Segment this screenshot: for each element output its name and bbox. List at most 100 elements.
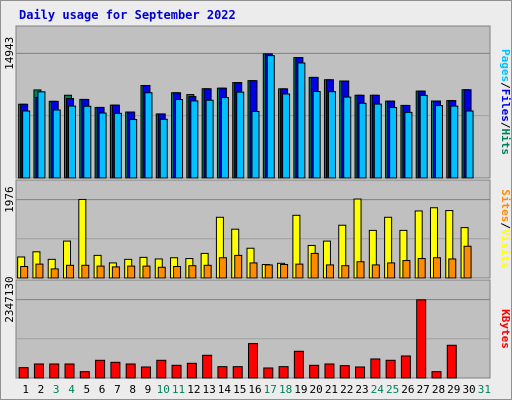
y-max-label: 14943: [3, 37, 16, 70]
label-hits: Hits: [499, 129, 512, 156]
x-tick-label-day-12: 12: [187, 383, 200, 396]
bar-sites-day-10: [157, 266, 166, 279]
chart-title: Daily usage for September 2022: [19, 8, 236, 22]
bar-kbytes-day-10: [156, 359, 167, 379]
bar-sites-day-6: [96, 265, 105, 279]
bar-sites-day-16: [249, 262, 258, 279]
bar-sites-day-21: [325, 264, 334, 279]
x-tick-label-day-21: 21: [325, 383, 338, 396]
bar-sites-day-5: [81, 264, 90, 279]
bar-sites-day-18: [280, 264, 289, 279]
bar-kbytes-day-18: [278, 366, 289, 379]
bar-sites-day-14: [218, 257, 227, 279]
bar-sites-day-27: [417, 258, 426, 279]
x-tick-label-day-20: 20: [310, 383, 323, 396]
x-tick-label-day-24: 24: [371, 383, 385, 396]
bar-sites-day-7: [111, 266, 120, 279]
bar-kbytes-day-29: [446, 344, 457, 379]
bar-sites-day-2: [35, 263, 44, 279]
label-separator: /: [499, 222, 512, 229]
bar-sites-day-26: [402, 260, 411, 279]
bar-kbytes-day-11: [171, 364, 182, 379]
bar-sites-day-30: [463, 245, 472, 279]
x-tick-label-day-11: 11: [172, 383, 185, 396]
bar-pages-day-15: [236, 91, 245, 179]
x-tick-label-day-8: 8: [129, 383, 136, 396]
x-tick-label-day-31: 31: [478, 383, 491, 396]
bar-kbytes-day-13: [202, 354, 213, 379]
x-tick-label-day-1: 1: [22, 383, 29, 396]
bar-kbytes-day-4: [64, 363, 75, 379]
bar-pages-day-24: [373, 103, 382, 179]
label-kbytes: KBytes: [499, 309, 512, 349]
bar-pages-day-5: [83, 105, 92, 179]
x-axis-labels: 1 2 3 4 5 6 7 8 9 10 11 12 13 14 15 16 17 18 19 20 21 22 23 24 2…: [22, 383, 491, 396]
bar-kbytes-day-16: [248, 343, 258, 379]
bar-pages-day-23: [358, 102, 367, 179]
bar-pages-day-12: [190, 100, 199, 179]
kbytes-panel: 2347130 KBytes: [3, 276, 512, 379]
bar-kbytes-day-25: [385, 359, 396, 379]
bar-pages-day-11: [175, 99, 184, 179]
bar-pages-day-4: [68, 105, 77, 179]
bar-pages-day-21: [327, 91, 336, 179]
x-tick-label-day-3: 3: [53, 383, 60, 396]
series-axis-label: Pages/Files/Hits: [499, 49, 512, 155]
x-tick-label-day-27: 27: [417, 383, 430, 396]
bar-pages-day-2: [37, 91, 46, 179]
label-separator: /: [499, 122, 512, 129]
label-sites: Sites: [499, 189, 512, 222]
bar-sites-day-22: [341, 265, 350, 279]
bar-pages-day-1: [22, 110, 31, 179]
bar-kbytes-day-7: [110, 361, 121, 379]
bar-pages-day-3: [52, 109, 61, 179]
x-tick-label-day-2: 2: [38, 383, 45, 396]
bar-kbytes-day-27: [416, 299, 427, 379]
x-tick-label-day-30: 30: [462, 383, 475, 396]
bar-sites-day-13: [203, 264, 212, 279]
bar-pages-day-17: [266, 55, 275, 179]
bar-kbytes-day-20: [309, 364, 320, 379]
bar-kbytes-day-3: [49, 363, 60, 379]
bar-sites-day-28: [432, 257, 441, 279]
bar-pages-day-10: [159, 118, 168, 179]
x-tick-label-day-29: 29: [447, 383, 460, 396]
bar-sites-day-23: [356, 261, 365, 279]
series-axis-label: KBytes: [499, 309, 512, 349]
x-tick-label-day-26: 26: [401, 383, 414, 396]
bar-sites-day-3: [50, 268, 59, 279]
bar-pages-day-20: [312, 91, 321, 179]
bar-pages-day-26: [404, 111, 413, 179]
x-tick-label-day-17: 17: [264, 383, 277, 396]
x-tick-label-day-9: 9: [145, 383, 152, 396]
series-axis-label: Sites/Visits: [499, 189, 512, 269]
y-max-label: 2347130: [3, 276, 16, 322]
bar-kbytes-day-26: [400, 355, 411, 379]
x-tick-label-day-28: 28: [432, 383, 445, 396]
x-tick-label-day-16: 16: [248, 383, 261, 396]
x-tick-label-day-18: 18: [279, 383, 292, 396]
bar-kbytes-day-22: [339, 365, 350, 379]
hits-panel: 14943 Pages/Files/Hits: [3, 25, 512, 179]
bar-pages-day-6: [98, 112, 107, 179]
x-tick-label-day-23: 23: [355, 383, 368, 396]
bar-sites-day-1: [20, 265, 29, 279]
bar-pages-day-8: [129, 119, 138, 179]
bar-pages-day-30: [465, 110, 474, 179]
bar-pages-day-28: [434, 105, 443, 179]
bar-kbytes-day-2: [33, 363, 44, 379]
label-separator: /: [499, 82, 512, 89]
bar-kbytes-day-5: [79, 371, 90, 379]
bar-pages-day-16: [251, 110, 260, 179]
bar-sites-day-19: [295, 263, 304, 279]
bar-kbytes-day-12: [186, 362, 197, 379]
bar-pages-day-27: [419, 94, 428, 179]
bar-kbytes-day-28: [431, 371, 442, 379]
x-tick-label-day-13: 13: [203, 383, 216, 396]
label-pages: Pages: [499, 49, 512, 82]
bar-pages-day-13: [205, 99, 214, 179]
bar-pages-day-29: [450, 105, 459, 179]
bar-sites-day-20: [310, 252, 319, 279]
x-tick-label-day-6: 6: [99, 383, 106, 396]
